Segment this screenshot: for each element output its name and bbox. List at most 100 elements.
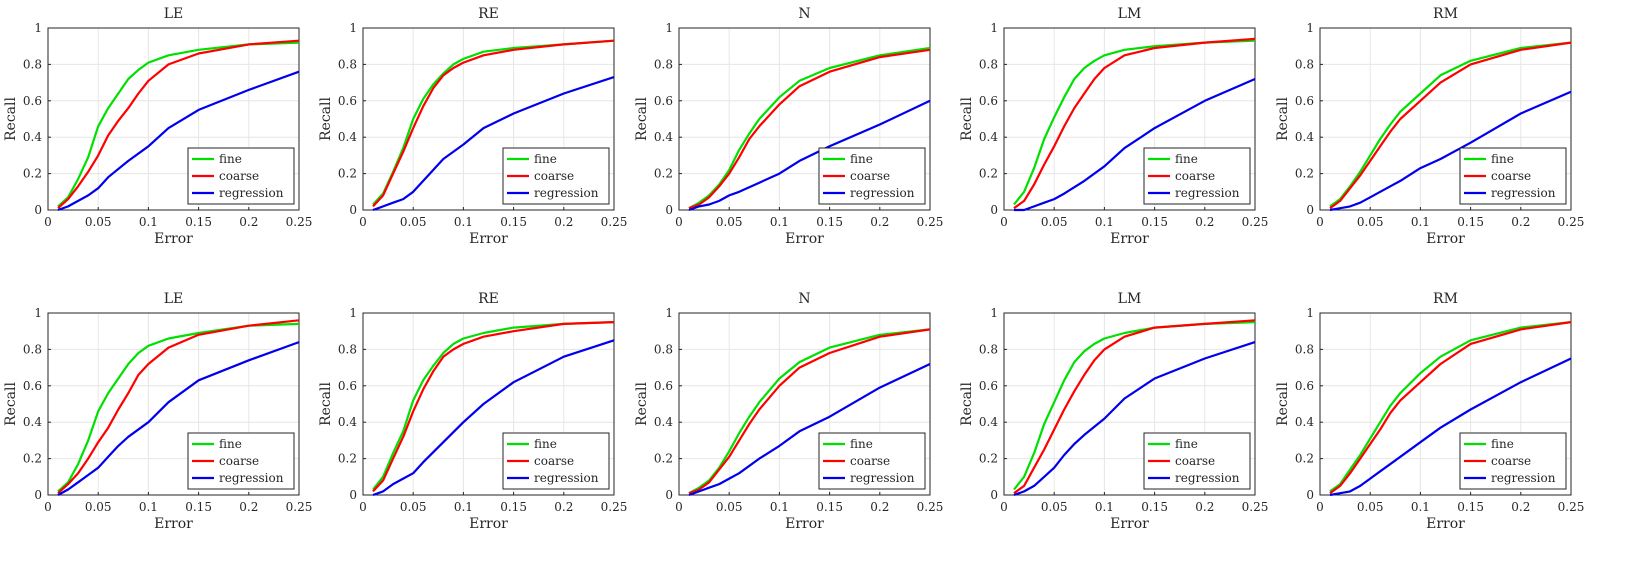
axes-box	[1319, 312, 1572, 496]
y-tick-label: 0.2	[979, 452, 998, 466]
y-axis-label: Recall	[3, 96, 19, 140]
x-tick-label: 0.05	[1041, 500, 1068, 514]
x-axis-label: Error	[785, 516, 824, 532]
y-tick-label: 0.6	[979, 94, 998, 108]
chart-title: RE	[478, 6, 499, 22]
legend: fine coarse regression	[1459, 147, 1567, 205]
legend-label: fine	[534, 437, 557, 451]
x-axis-label: Error	[469, 231, 508, 247]
legend-label: coarse	[1175, 454, 1215, 468]
y-tick-label: 1	[34, 21, 42, 35]
legend-label: regression	[850, 471, 915, 485]
x-tick-label: 0.05	[85, 500, 112, 514]
x-tick-label: 0.2	[870, 215, 889, 229]
y-tick-label: 0.4	[338, 415, 357, 429]
y-axis-label: Recall	[318, 381, 334, 425]
x-tick-label: 0.25	[601, 215, 628, 229]
x-tick-label: 0	[675, 500, 683, 514]
y-tick-label: 0	[665, 488, 673, 502]
legend-label: regression	[1175, 186, 1240, 200]
chart-panel: 0 0.05 0.1 0.15 0.2 0.25 0 0.2 0.4 0.6 0.8 1 RM Error…	[1275, 291, 1584, 532]
y-tick-label: 0.2	[23, 167, 42, 181]
legend-label: coarse	[219, 454, 259, 468]
y-tick-label: 1	[34, 306, 42, 320]
y-tick-label: 0.4	[1295, 415, 1314, 429]
y-tick-label: 0	[665, 203, 673, 217]
series-line-coarse	[57, 319, 300, 495]
series-line-regression	[1329, 357, 1572, 497]
series-line-regression	[688, 363, 931, 497]
legend: fine coarse regression	[187, 147, 295, 205]
series-line-fine	[1329, 41, 1572, 208]
x-axis-label: Error	[154, 231, 193, 247]
series-line-regression	[1013, 341, 1256, 497]
chart-panel: 0 0.05 0.1 0.15 0.2 0.25 0 0.2 0.4 0.6 0.8 1 N Error R…	[634, 6, 943, 247]
y-tick-label: 0.2	[979, 167, 998, 181]
y-tick-label: 0.6	[979, 379, 998, 393]
legend: fine coarse regression	[187, 432, 295, 490]
chart-panel: 0 0.05 0.1 0.15 0.2 0.25 0 0.2 0.4 0.6 0.8 1 LM Error…	[959, 291, 1268, 532]
chart-title: LM	[1118, 6, 1142, 22]
axes-box	[1319, 27, 1572, 211]
chart-title: LE	[164, 291, 184, 307]
x-tick-label: 0.15	[500, 500, 527, 514]
y-axis-label: Recall	[1275, 381, 1291, 425]
y-tick-label: 0.4	[23, 415, 42, 429]
y-tick-label: 0	[34, 203, 42, 217]
x-tick-label: 0.25	[1558, 215, 1585, 229]
x-tick-label: 0	[1000, 500, 1008, 514]
series-line-regression	[688, 99, 931, 212]
chart-title: RM	[1433, 291, 1458, 307]
x-tick-label: 0.25	[601, 500, 628, 514]
x-tick-label: 0.1	[1095, 215, 1114, 229]
legend: fine coarse regression	[502, 432, 610, 490]
y-tick-label: 0.6	[23, 94, 42, 108]
series-line-coarse	[1329, 321, 1572, 495]
x-axis-label: Error	[1110, 231, 1149, 247]
y-tick-label: 0.6	[1295, 379, 1314, 393]
x-tick-label: 0.05	[1041, 215, 1068, 229]
x-tick-label: 0.15	[816, 215, 843, 229]
x-tick-label: 0	[1000, 215, 1008, 229]
y-tick-label: 0.4	[1295, 130, 1314, 144]
legend: fine coarse regression	[818, 147, 926, 205]
y-tick-label: 0.2	[1295, 167, 1314, 181]
y-axis-label: Recall	[959, 381, 975, 425]
chart-panel: 0 0.05 0.1 0.15 0.2 0.25 0 0.2 0.4 0.6 0.8 1 LE Error…	[3, 291, 312, 532]
y-tick-label: 0	[1306, 488, 1314, 502]
series-line-regression	[1329, 90, 1572, 212]
x-tick-label: 0.2	[1195, 215, 1214, 229]
legend-label: regression	[1175, 471, 1240, 485]
x-tick-label: 0.05	[85, 215, 112, 229]
y-tick-label: 0.2	[654, 452, 673, 466]
x-tick-label: 0.2	[239, 215, 258, 229]
x-tick-label: 0.15	[1141, 215, 1168, 229]
legend-label: coarse	[534, 169, 574, 183]
series-line-coarse	[688, 328, 931, 495]
x-tick-label: 0.1	[139, 215, 158, 229]
y-tick-label: 0.2	[1295, 452, 1314, 466]
x-tick-label: 0.05	[1357, 215, 1384, 229]
y-tick-label: 0.8	[338, 342, 357, 356]
series-line-fine	[57, 322, 300, 493]
y-tick-label: 0.6	[1295, 94, 1314, 108]
series-line-regression	[57, 341, 300, 496]
legend-label: fine	[850, 437, 873, 451]
x-tick-label: 0.1	[770, 215, 789, 229]
chart-title: RM	[1433, 6, 1458, 22]
series-line-fine	[372, 321, 615, 491]
y-tick-label: 1	[1306, 21, 1314, 35]
x-tick-label: 0.1	[770, 500, 789, 514]
x-tick-label: 0.1	[454, 215, 473, 229]
y-tick-label: 0	[349, 203, 357, 217]
x-tick-label: 0.05	[400, 500, 427, 514]
legend: fine coarse regression	[1143, 432, 1251, 490]
y-tick-label: 1	[349, 306, 357, 320]
legend: fine coarse regression	[818, 432, 926, 490]
x-tick-label: 0	[44, 500, 52, 514]
y-tick-label: 0	[990, 488, 998, 502]
y-axis-label: Recall	[959, 96, 975, 140]
x-tick-label: 0.15	[1457, 215, 1484, 229]
x-axis-label: Error	[785, 231, 824, 247]
legend-label: fine	[1491, 152, 1514, 166]
